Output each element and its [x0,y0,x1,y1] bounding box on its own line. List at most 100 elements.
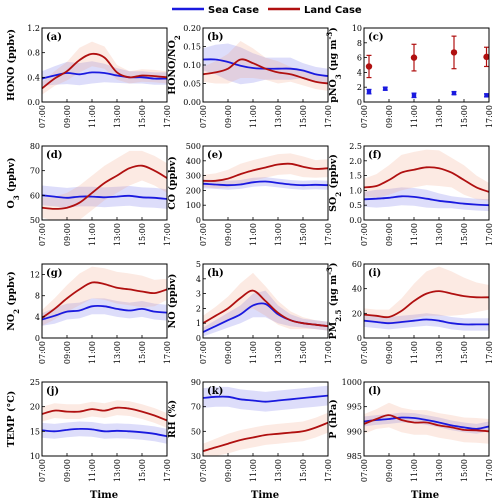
xtick-label-7-0: 07:00 [199,341,208,364]
series-line-land-9 [42,406,167,422]
axes-frame-6 [41,263,168,339]
xtick-label-8-1: 09:00 [385,341,394,364]
band-land-8 [364,266,489,325]
xtick-label-4-3: 13:00 [274,223,283,246]
plot-area-8 [364,266,489,331]
y-axis-label-11: P (hPa) [328,399,339,438]
ytick-label-10-2: 70 [191,403,201,412]
xtick-label-6-5: 17:00 [163,341,172,364]
ytick-label-0-2: 0.8 [27,49,40,58]
xtick-label-8-5: 17:00 [485,341,494,364]
legend-label-sea: Sea Case [208,5,259,16]
ytick-label-4-0: 0 [196,216,201,225]
scatter-point-sea-0 [366,89,372,94]
xtick-label-3-4: 15:00 [138,223,147,246]
xtick-label-1-0: 07:00 [199,105,208,128]
panel-label-10: (k) [207,386,223,397]
ytick-label-3-3: 80 [30,142,40,151]
series-line-sea-4 [203,180,328,187]
xtick-label-9-5: 17:00 [163,459,172,482]
series-line-sea-3 [42,194,167,200]
xtick-label-9-3: 13:00 [113,459,122,482]
xtick-label-8-3: 13:00 [435,341,444,364]
xtick-label-6-3: 13:00 [113,341,122,364]
xtick-label-4-4: 15:00 [299,223,308,246]
band-sea-8 [364,313,489,331]
y-axis-label-9: TEMP (°C) [6,391,17,448]
ytick-label-3-0: 50 [30,216,40,225]
xtick-label-5-5: 17:00 [485,223,494,246]
ytick-label-5-0: 0.0 [349,216,362,225]
xtick-label-3-3: 13:00 [113,223,122,246]
panel-j: 10 15 20 25 07:00 09:00 11:00 13:00 15:00 17:00 (j… [6,378,172,482]
xtick-label-7-3: 13:00 [274,341,283,364]
ytick-label-8-1: 20 [352,309,362,318]
scatter-point-land-2 [450,49,458,56]
xtick-label-0-2: 11:00 [88,105,97,128]
x-axis-label-col3: Time [411,490,439,501]
xtick-label-4-2: 11:00 [249,223,258,246]
scatter-point-sea-1 [383,86,388,91]
y-axis-label-8: PM2.5 (μg m-3) [325,263,343,340]
xtick-label-6-1: 09:00 [63,341,72,364]
series-line-sea-8 [364,318,489,326]
xtick-label-10-4: 15:00 [299,459,308,482]
ytick-label-10-1: 50 [191,427,201,436]
panel-label-5: (f) [368,150,382,161]
xtick-label-11-4: 15:00 [460,459,469,482]
ytick-label-11-3: 1000 [342,378,362,387]
scatter-point-sea-2 [411,93,417,98]
ytick-label-4-1: 100 [186,201,201,210]
panel-k: 30 50 70 90 07:00 09:00 11:00 13:00 15:00 17:00 (k… [167,378,333,482]
xtick-label-11-3: 13:00 [435,459,444,482]
panel-label-0: (a) [46,32,62,43]
ytick-label-7-0: 0 [196,334,201,343]
ytick-label-2-0: 0 [357,98,362,107]
panel-label-7: (h) [207,268,224,279]
axes-frame-7 [202,263,329,339]
xtick-label-8-0: 07:00 [360,341,369,364]
xtick-label-0-5: 17:00 [163,105,172,128]
ytick-label-1-3: 0.15 [183,43,201,52]
ytick-label-0-0: 0.0 [27,98,40,107]
series-line-land-3 [42,164,167,210]
scatter-point-land-0 [365,63,373,70]
series-line-land-1 [203,58,328,85]
y-axis-label-3: O3 (ppbv) [6,158,21,209]
xtick-label-1-4: 15:00 [299,105,308,128]
band-sea-6 [42,298,167,326]
ytick-label-3-2: 70 [30,167,40,176]
ytick-label-3-1: 60 [30,191,40,200]
ytick-label-9-1: 15 [30,427,40,436]
ytick-label-5-4: 2.0 [349,157,362,166]
y-axis-label-4: CO (ppbv) [167,156,178,210]
ytick-label-1-0: 0.00 [183,98,201,107]
ytick-label-7-5: 5 [196,260,201,269]
scatter-point-sea-3 [451,90,457,96]
xtick-label-10-1: 09:00 [224,459,233,482]
ytick-label-6-3: 12 [30,271,40,280]
series-line-sea-11 [364,416,489,430]
band-sea-10 [203,385,328,412]
axes-frame-0 [41,27,168,103]
legend-label-land: Land Case [304,5,362,16]
y-axis-label-10: RH (%) [167,400,178,438]
legend: Sea Case Land Case [172,5,362,16]
scatter-point-land-1 [410,54,418,61]
ytick-label-9-3: 25 [30,378,40,387]
axes-frame-11 [363,381,490,457]
plot-area-11 [364,402,489,444]
panel-l: 985 990 995 1000 07:00 09:00 11:00 13:00 15:00 17… [328,378,494,482]
ytick-label-8-0: 0 [357,334,362,343]
xtick-label-10-2: 11:00 [249,459,258,482]
xtick-label-0-0: 07:00 [38,105,47,128]
panels: 0.0 0.4 0.8 1.2 07:00 09:00 11:00 13:00 15:00 17:… [6,24,494,482]
xtick-label-10-5: 17:00 [324,459,333,482]
ytick-label-5-3: 1.5 [349,172,362,181]
xtick-label-7-5: 17:00 [324,341,333,364]
xtick-label-5-4: 15:00 [460,223,469,246]
xtick-label-7-2: 11:00 [249,341,258,364]
ytick-label-2-2: 4 [357,68,362,77]
panel-label-1: (b) [207,32,223,43]
band-land-6 [42,266,167,326]
